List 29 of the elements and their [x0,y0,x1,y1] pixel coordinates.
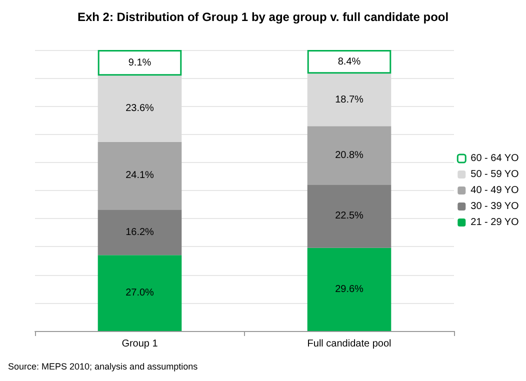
data-label: 8.4% [338,56,361,68]
bar [98,142,182,210]
bar [307,50,392,74]
x-tick-label: Group 1 [122,338,158,350]
legend-label: 50 - 59 YO [470,169,520,180]
bar [307,184,392,248]
bar [98,255,182,331]
bar [98,50,182,76]
bar [307,126,392,185]
chart-title: Exh 2: Distribution of Group 1 by age group v. full candidate pool [77,10,449,24]
x-tick-label: Full candidate pool [307,338,392,350]
legend-label: 40 - 49 YO [470,185,520,196]
legend-label: 60 - 64 YO [470,153,520,164]
data-label: 24.1% [126,170,154,182]
bar [307,74,392,126]
data-label: 16.2% [126,226,154,238]
bar [307,248,392,331]
bar [98,76,182,142]
legend-label: 30 - 39 YO [470,201,520,212]
data-label: 27.0% [126,288,154,299]
data-label: 29.6% [335,284,364,295]
source-note: Source: MEPS 2010; analysis and assumptions [8,362,198,372]
data-label: 20.8% [335,150,364,161]
legend-label: 21 - 29 YO [470,217,520,228]
bar [98,210,182,256]
data-label: 9.1% [128,57,152,68]
data-label: 23.6% [126,103,154,114]
data-label: 18.7% [335,94,364,106]
data-label: 22.5% [335,210,364,222]
